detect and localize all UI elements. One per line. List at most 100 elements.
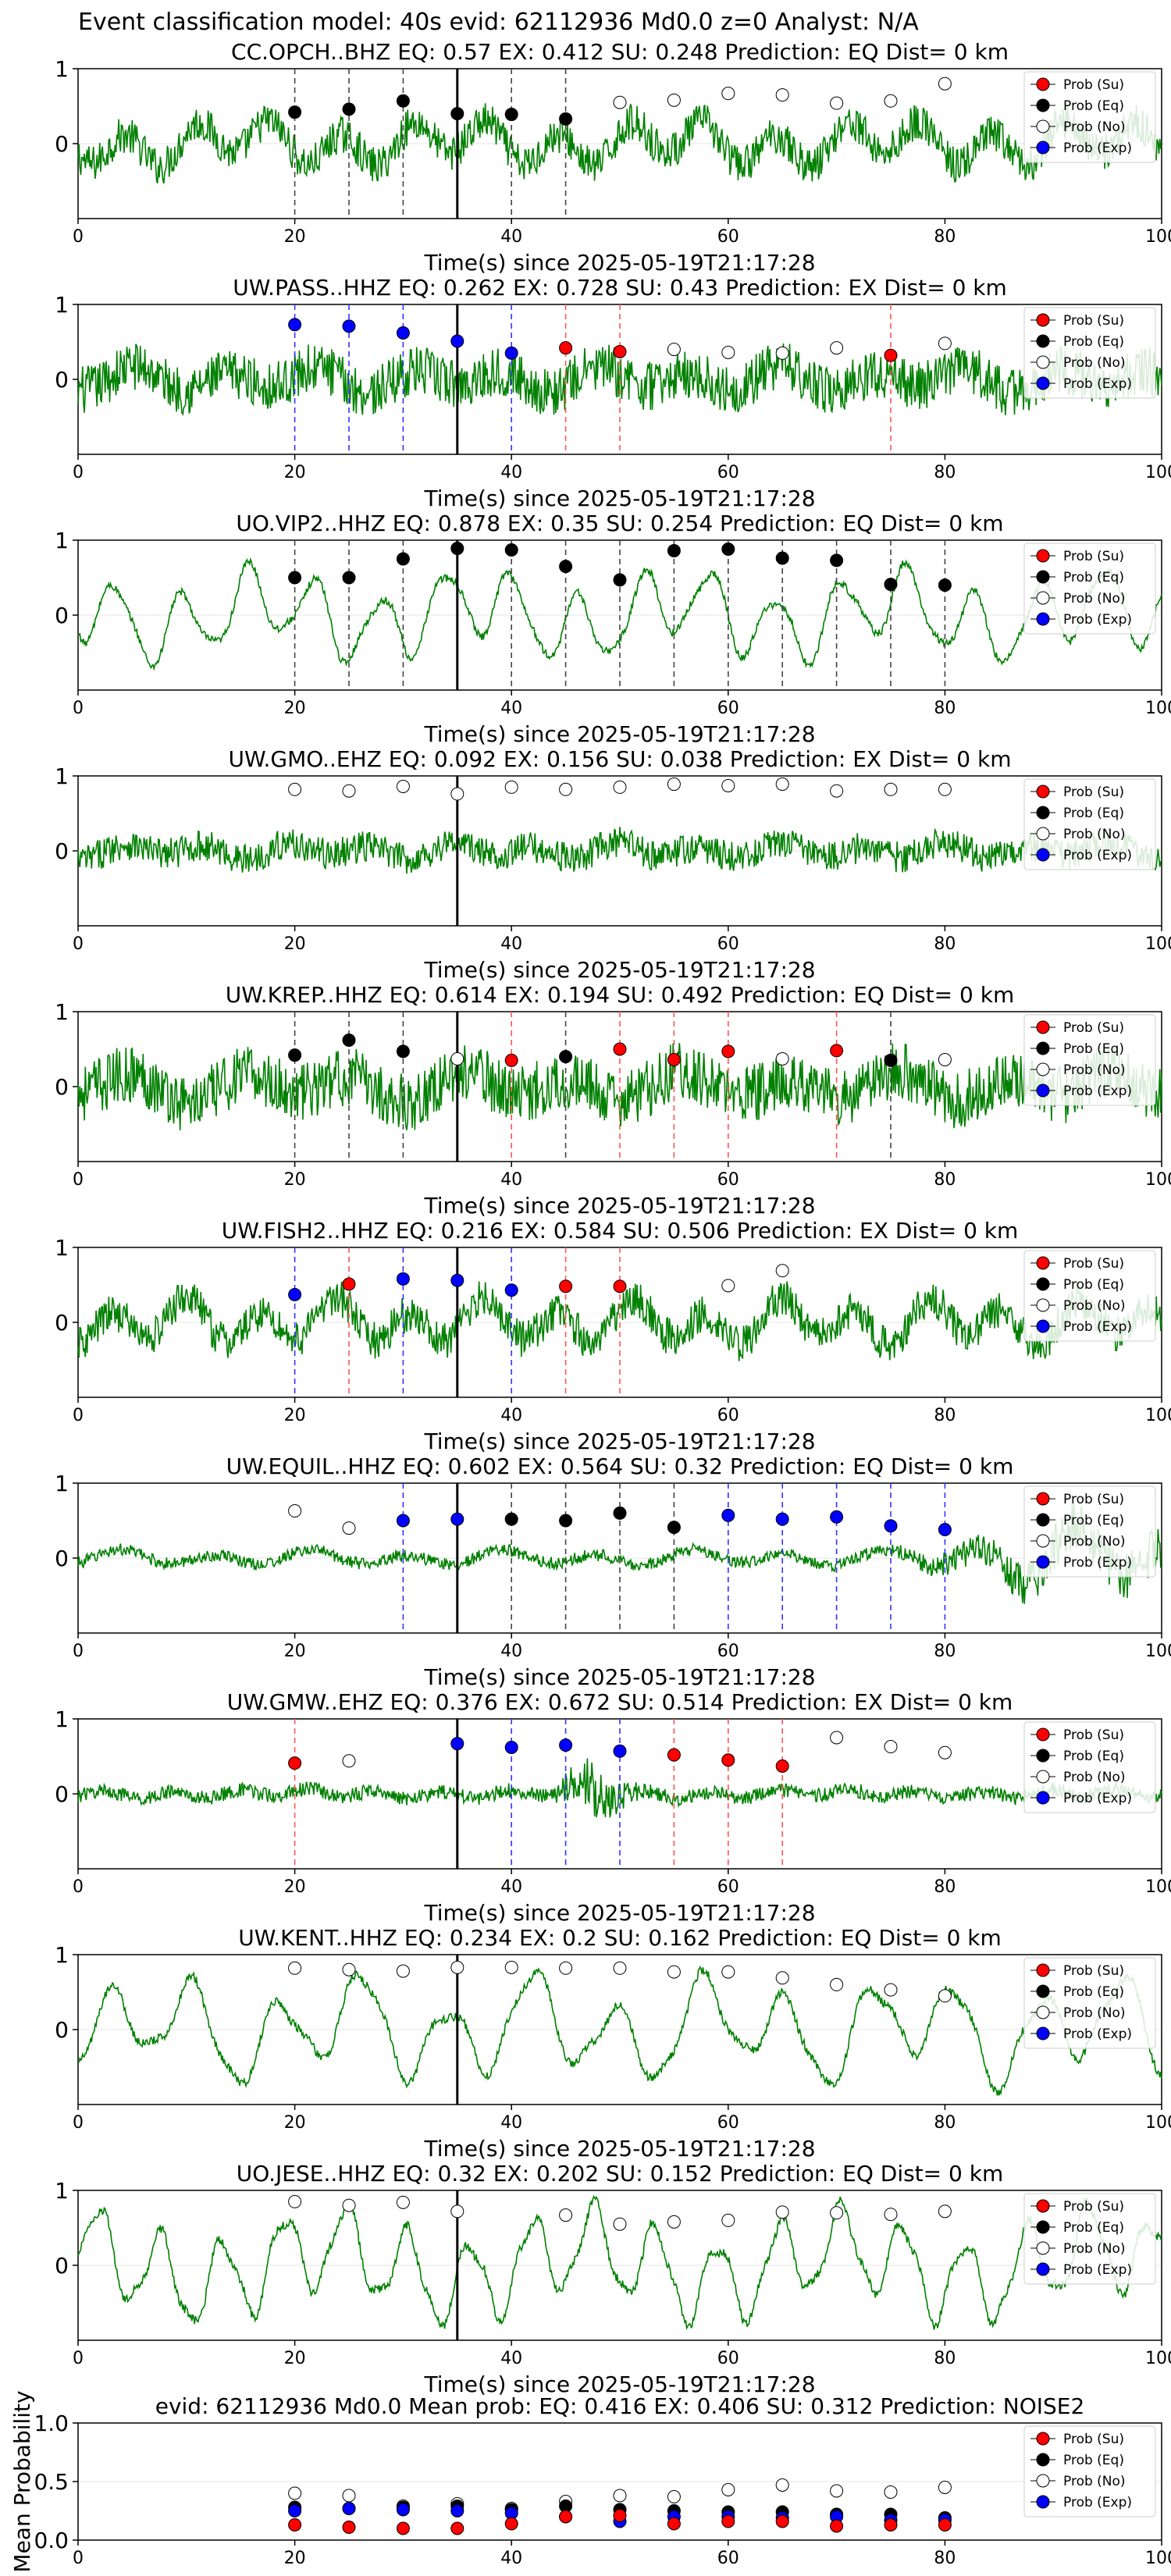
legend-label-su: Prob (Su) (1063, 1492, 1124, 1507)
prob-point-no (775, 1971, 789, 1985)
panel-title: UW.KREP..HHZ EQ: 0.614 EX: 0.194 SU: 0.4… (226, 982, 1014, 1008)
legend-box (1023, 1721, 1156, 1813)
x-axis-label: Time(s) since 2025-05-19T21:17:28 (423, 2136, 815, 2161)
station-panel-7: UW.GMW..EHZ EQ: 0.376 EX: 0.672 SU: 0.51… (55, 1689, 1171, 1926)
panel-title: UW.PASS..HHZ EQ: 0.262 EX: 0.728 SU: 0.4… (233, 275, 1007, 301)
prob-point-exp (775, 1512, 789, 1526)
legend-box (1023, 2193, 1156, 2285)
legend-label-eq: Prob (Eq) (1063, 98, 1124, 114)
station-panel-8: UW.KENT..HHZ EQ: 0.234 EX: 0.2 SU: 0.162… (55, 1925, 1171, 2161)
prob-point-eq (342, 1033, 356, 1047)
legend-marker-exp (1036, 848, 1050, 862)
prob-point-eq (775, 551, 789, 565)
prob-point-no (450, 1051, 464, 1066)
y-tick-label: 1 (55, 528, 69, 553)
panel-title: UO.VIP2..HHZ EQ: 0.878 EX: 0.35 SU: 0.25… (236, 511, 1003, 536)
prob-point-no (721, 1279, 735, 1293)
prob-point-su (504, 1053, 518, 1067)
legend-marker-eq (1036, 98, 1050, 112)
x-axis-label: Time(s) since 2025-05-19T21:17:28 (423, 721, 815, 747)
mean-point-su (396, 2521, 410, 2535)
waveform-trace (77, 2194, 1162, 2330)
legend-label-eq: Prob (Eq) (1063, 570, 1124, 585)
prob-point-no (775, 2205, 789, 2219)
x-tick-label: 0 (73, 2113, 84, 2133)
x-tick-label: 80 (934, 227, 956, 247)
x-tick-label: 80 (934, 2113, 956, 2133)
x-tick-label: 40 (500, 2549, 522, 2568)
legend-marker-eq (1036, 806, 1050, 820)
prob-point-no (450, 2204, 464, 2218)
y-tick-label: 1 (55, 1942, 69, 1968)
x-tick-label: 20 (284, 2549, 306, 2568)
prob-point-su (667, 1052, 681, 1066)
legend-label-exp: Prob (Exp) (1063, 1555, 1132, 1571)
x-tick-label: 20 (284, 934, 306, 954)
legend-label-no: Prob (No) (1063, 1770, 1126, 1785)
y-tick-label: 0 (55, 603, 69, 628)
mean-point-no (884, 2485, 898, 2499)
y-tick-label: 1 (55, 2178, 69, 2204)
prob-point-no (830, 96, 844, 110)
legend-marker-no (1036, 2241, 1050, 2255)
prob-point-no (830, 784, 844, 798)
x-axis-label: Time(s) since 2025-05-19T21:17:28 (423, 250, 815, 276)
prob-point-eq (721, 543, 735, 557)
x-axis-label: Time(s) since 2025-05-19T21:17:28 (423, 1900, 815, 1926)
mean-point-no (775, 2478, 789, 2492)
station-panel-9: UO.JESE..HHZ EQ: 0.32 EX: 0.202 SU: 0.15… (55, 2161, 1171, 2397)
mean-point-su (721, 2514, 735, 2528)
x-tick-label: 80 (934, 2549, 956, 2568)
y-tick-label: 1.0 (34, 2411, 69, 2436)
y-tick-label: 0 (55, 1781, 69, 1807)
x-tick-label: 60 (717, 463, 739, 482)
x-tick-label: 100 (1145, 1170, 1171, 1190)
prob-point-su (613, 344, 627, 358)
legend-marker-no (1036, 591, 1050, 605)
prob-point-exp (830, 1510, 844, 1524)
legend-label-su: Prob (Su) (1063, 77, 1124, 93)
prob-point-no (342, 2198, 356, 2212)
x-tick-label: 60 (717, 2349, 739, 2368)
prob-point-no (396, 2195, 410, 2209)
legend-marker-su (1036, 2432, 1050, 2446)
mean-point-su (775, 2514, 789, 2528)
legend-label-exp: Prob (Exp) (1063, 376, 1132, 392)
x-tick-label: 40 (500, 2349, 522, 2368)
panel-title: CC.OPCH..BHZ EQ: 0.57 EX: 0.412 SU: 0.24… (231, 39, 1009, 65)
prob-point-no (613, 1961, 627, 1975)
legend-label-exp: Prob (Exp) (1063, 1319, 1132, 1335)
y-tick-label: 0 (55, 838, 69, 864)
prob-point-no (450, 787, 464, 801)
prob-point-eq (288, 571, 302, 585)
legend-marker-eq (1036, 1041, 1050, 1055)
x-tick-label: 100 (1145, 227, 1171, 247)
prob-point-exp (938, 1523, 952, 1537)
legend-marker-su (1036, 1020, 1050, 1034)
y-tick-label: 1 (55, 292, 69, 318)
prob-point-su (884, 348, 898, 362)
mean-point-exp (396, 2503, 410, 2517)
x-tick-label: 40 (500, 699, 522, 718)
prob-point-eq (613, 573, 627, 587)
prob-point-no (830, 2206, 844, 2220)
legend-marker-exp (1036, 141, 1050, 155)
legend-label-su: Prob (Su) (1063, 785, 1124, 800)
panel-title: UW.GMO..EHZ EQ: 0.092 EX: 0.156 SU: 0.03… (229, 746, 1012, 772)
legend-marker-exp (1036, 376, 1050, 390)
legend-label-eq: Prob (Eq) (1063, 2453, 1124, 2468)
mean-point-su (613, 2509, 627, 2522)
x-tick-label: 40 (500, 934, 522, 954)
y-tick-label: 0 (55, 131, 69, 157)
legend-label-no: Prob (No) (1063, 1298, 1126, 1314)
prob-point-no (342, 1521, 356, 1535)
prob-point-no (667, 1965, 681, 1979)
x-tick-label: 20 (284, 2349, 306, 2368)
legend-label-exp: Prob (Exp) (1063, 2262, 1132, 2278)
mean-point-exp (288, 2504, 302, 2517)
legend-label-exp: Prob (Exp) (1063, 2495, 1132, 2510)
prob-point-exp (396, 326, 410, 340)
panel-title: evid: 62112936 Md0.0 Mean prob: EQ: 0.41… (155, 2393, 1085, 2419)
mean-point-no (288, 2486, 302, 2500)
x-tick-label: 0 (73, 463, 84, 482)
